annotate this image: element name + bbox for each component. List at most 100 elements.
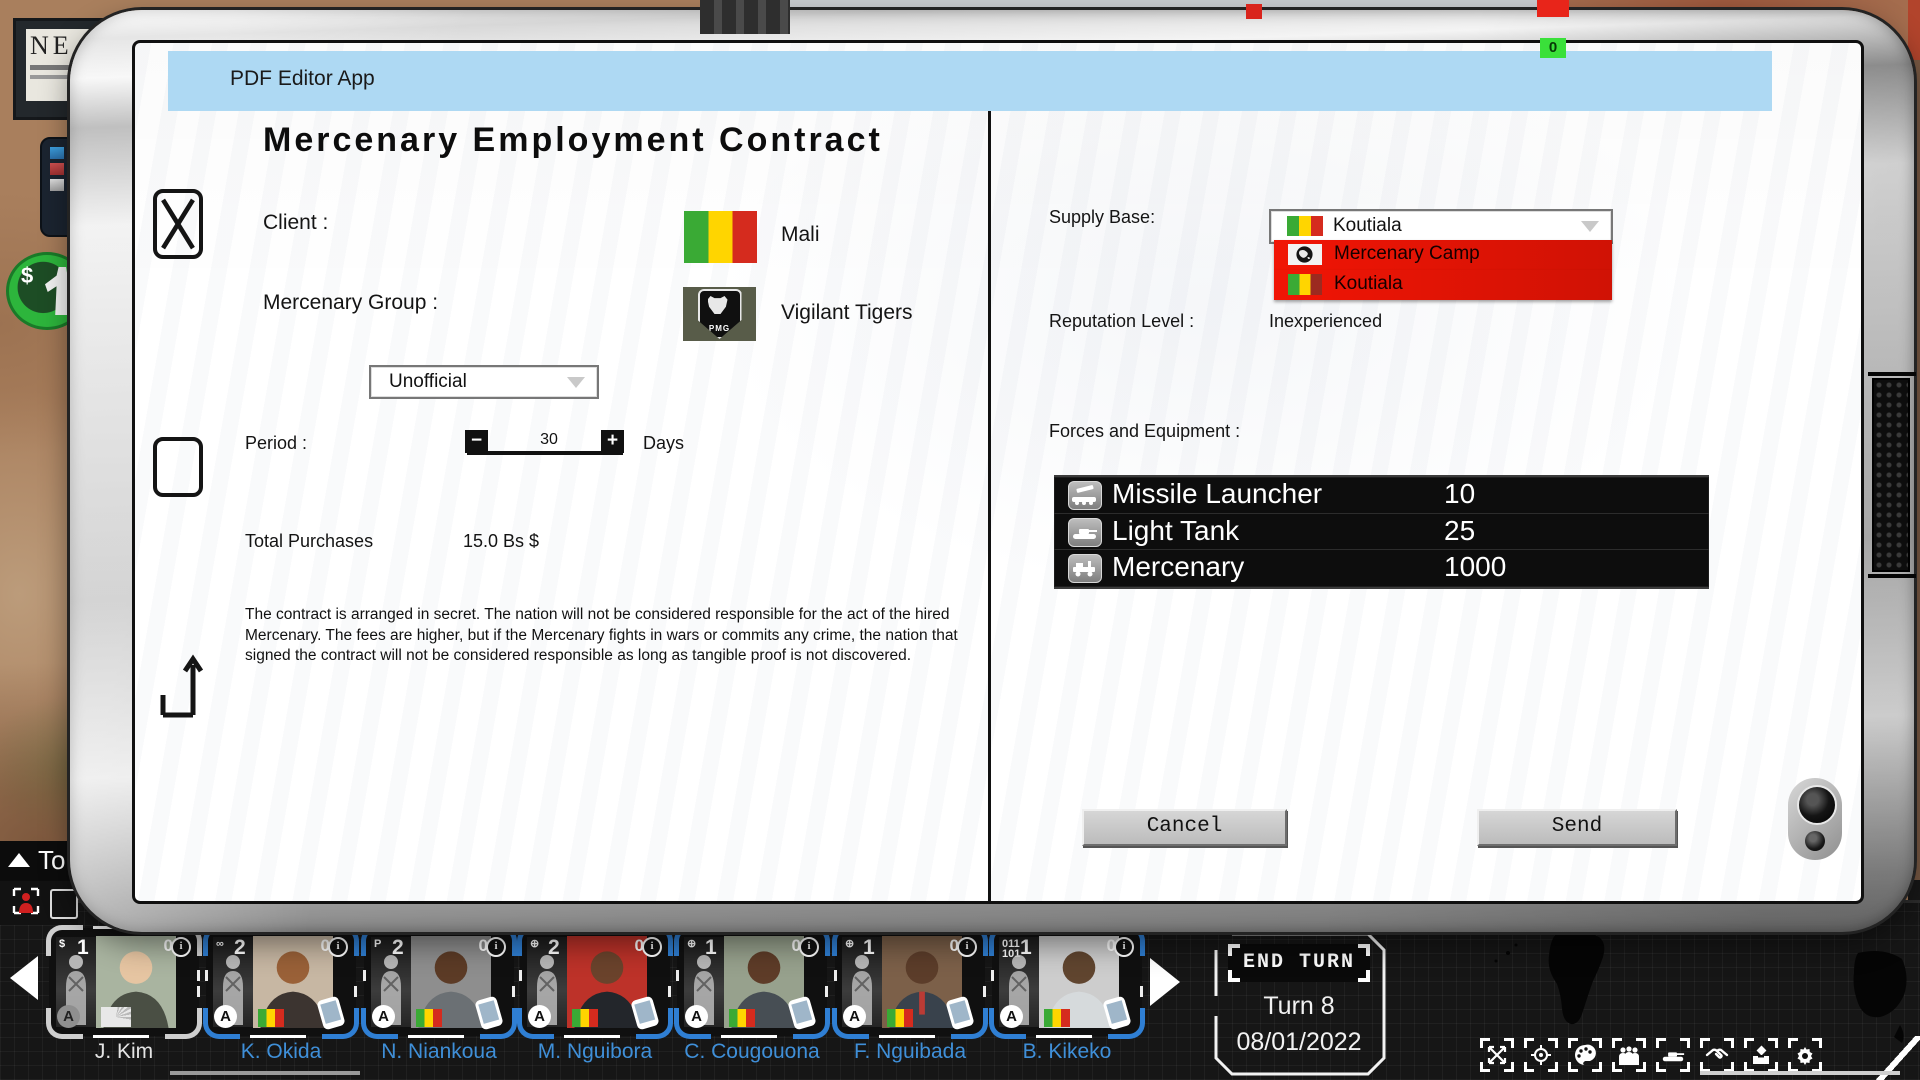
missile-launcher-icon	[1068, 481, 1102, 510]
agent-badge: A	[1000, 1005, 1023, 1028]
character-card[interactable]: ⊕ 2 0 i A	[517, 925, 673, 1039]
character-name: J. Kim	[94, 1040, 154, 1063]
equipment-row[interactable]: Missile Launcher 10	[1054, 477, 1709, 513]
notification-badge-small	[1246, 4, 1262, 19]
role-icon: P	[374, 938, 382, 950]
supply-base-dropdown[interactable]: Koutiala	[1269, 209, 1613, 244]
period-increase-button[interactable]: +	[601, 430, 624, 453]
zero-counter: 0	[320, 936, 330, 955]
agent-badge: A	[528, 1005, 551, 1028]
left-strip-label: To	[38, 845, 66, 875]
unit-count: 1	[863, 936, 875, 959]
period-slider-line	[467, 451, 623, 455]
total-purchases-value: 15.0 Bs $	[463, 531, 540, 551]
turn-counter: Turn 8	[1263, 992, 1335, 1020]
page-divider	[988, 111, 991, 901]
forces-label: Forces and Equipment :	[1049, 421, 1241, 441]
ballot-icon[interactable]	[1744, 1038, 1778, 1072]
handshake-icon[interactable]	[1700, 1038, 1734, 1072]
newspaper-masthead: NE	[30, 31, 73, 60]
cancel-button[interactable]: Cancel	[1082, 809, 1287, 846]
mali-flag-icon	[1288, 274, 1322, 295]
period-decrease-button[interactable]: −	[465, 430, 488, 453]
character-name: N. Niankoua	[381, 1040, 497, 1063]
contract-type-dropdown[interactable]: Unofficial	[369, 365, 599, 399]
end-turn-button[interactable]: END TURN	[1228, 944, 1370, 982]
mercenary-group-value: Vigilant Tigers	[781, 301, 913, 324]
character-card[interactable]: ⊕ 1 0 i A	[674, 925, 830, 1039]
world-minimap[interactable]	[1400, 905, 1908, 1080]
checkbox-unchecked[interactable]	[153, 437, 203, 497]
sunburst-flag	[101, 1007, 131, 1027]
zero-counter: 0	[163, 936, 173, 955]
unit-count: 1	[1020, 936, 1032, 959]
character-name: M. Nguibora	[537, 1040, 653, 1063]
tiger-icon	[707, 296, 728, 314]
character-card[interactable]: ⊕ 1 0 i A	[832, 925, 988, 1039]
target-icon[interactable]	[1524, 1038, 1558, 1072]
client-label: Client :	[263, 211, 329, 234]
palette-icon[interactable]	[1568, 1038, 1602, 1072]
chevron-up-icon[interactable]	[8, 853, 30, 867]
notification-badge-red	[1537, 0, 1569, 17]
zero-counter: 0	[949, 936, 959, 955]
mali-flag-icon	[1287, 216, 1323, 236]
tank-icon[interactable]	[1656, 1038, 1690, 1072]
character-name: F. Nguibada	[853, 1040, 967, 1063]
reputation-value: Inexperienced	[1269, 311, 1383, 331]
mali-flag-icon	[887, 1009, 913, 1027]
mali-flag-icon	[416, 1009, 442, 1027]
info-icon[interactable]: i	[799, 937, 819, 957]
character-card[interactable]: ∞ 2 0 i A	[203, 925, 359, 1039]
camera-lens-icon	[1797, 785, 1837, 825]
jeep-icon	[1068, 554, 1102, 583]
period-value: 30	[540, 431, 558, 448]
unit-count: 1	[77, 936, 89, 959]
character-card[interactable]: 011 101 1 0 i A	[989, 925, 1145, 1039]
unit-count: 2	[548, 936, 560, 959]
contract-title: Mercenary Employment Contract	[263, 121, 883, 159]
agent-badge: A	[685, 1005, 708, 1028]
info-icon[interactable]: i	[328, 937, 348, 957]
info-icon[interactable]: i	[486, 937, 506, 957]
checkbox-checked[interactable]	[153, 189, 203, 259]
supply-base-option[interactable]: Mercenary Camp	[1274, 240, 1612, 270]
character-name: C. Cougouona	[684, 1040, 820, 1063]
info-icon[interactable]: i	[957, 937, 977, 957]
roster-next-arrow[interactable]	[1150, 958, 1180, 1006]
equipment-row[interactable]: Mercenary 1000	[1054, 549, 1709, 586]
info-icon[interactable]: i	[642, 937, 662, 957]
chevron-down-icon	[1581, 221, 1599, 232]
background-buildings	[700, 0, 790, 34]
supply-base-value: Koutiala	[1333, 215, 1402, 236]
dollar-icon: $	[21, 263, 34, 288]
hud-decoration	[170, 1071, 360, 1075]
chevron-down-icon	[567, 377, 585, 388]
info-icon[interactable]: i	[171, 937, 191, 957]
supply-base-label: Supply Base:	[1049, 207, 1156, 227]
person-alert-icon[interactable]	[12, 887, 40, 915]
role-icon: ⊕	[530, 938, 540, 950]
total-purchases-label: Total Purchases	[245, 531, 374, 551]
people-icon[interactable]	[1612, 1038, 1646, 1072]
globe-icon	[1288, 244, 1322, 265]
app-titlebar: PDF Editor App	[168, 51, 1772, 111]
zero-counter: 0	[478, 936, 488, 955]
document-icon[interactable]	[50, 889, 78, 919]
info-icon[interactable]: i	[1114, 937, 1134, 957]
app-title: PDF Editor App	[230, 67, 375, 90]
send-button[interactable]: Send	[1477, 809, 1677, 846]
roster-prev-arrow[interactable]	[10, 956, 38, 1000]
client-value: Mali	[781, 223, 820, 246]
gear-icon[interactable]	[1788, 1038, 1822, 1072]
role-icon: ∞	[216, 938, 224, 950]
character-card[interactable]: $ .skin{fill:#e6c5a2}.suit{fill:#4a4f44}…	[46, 925, 202, 1039]
fullscreen-icon[interactable]	[1480, 1038, 1514, 1072]
equipment-row[interactable]: Light Tank 25	[1054, 513, 1709, 550]
supply-base-option[interactable]: Koutiala	[1274, 270, 1612, 300]
unit-count: 2	[392, 936, 404, 959]
hud-decoration	[1700, 1071, 1900, 1075]
character-card[interactable]: P 2 0 i A	[361, 925, 517, 1039]
left-hud-strip: To	[0, 841, 78, 881]
